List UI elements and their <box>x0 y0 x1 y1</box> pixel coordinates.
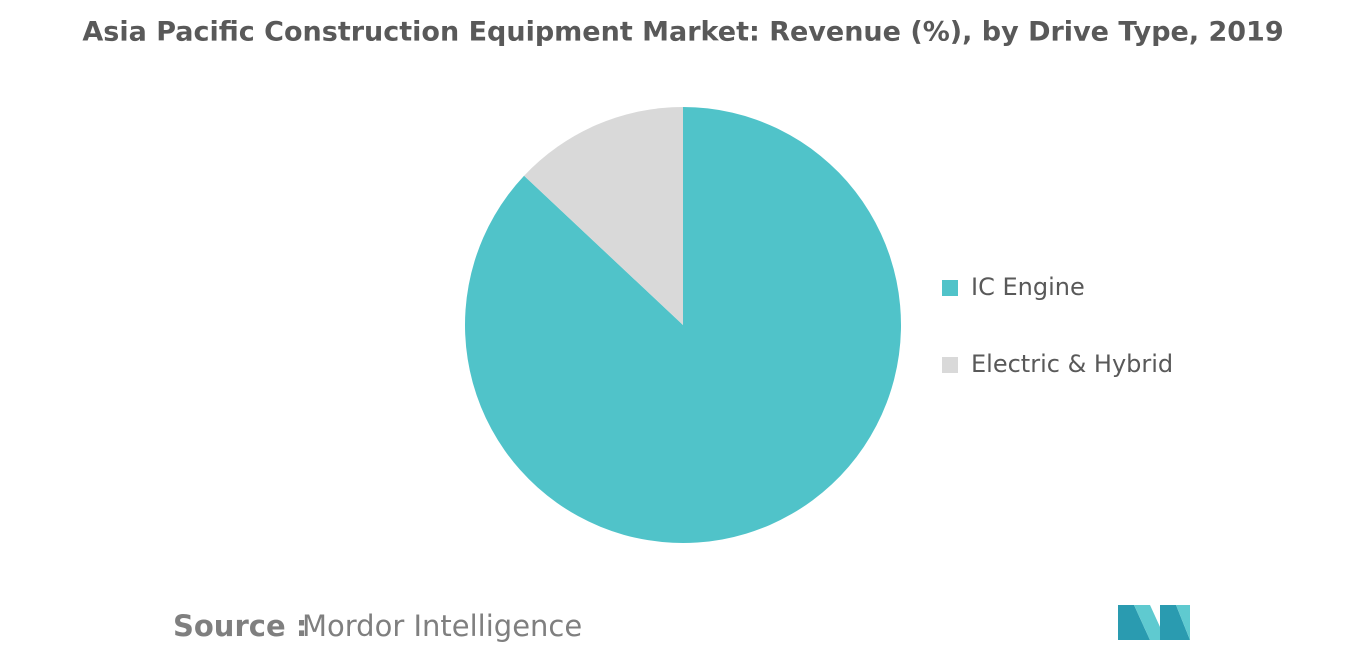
legend-swatch <box>942 357 958 373</box>
source-name: Mordor Intelligence <box>302 609 582 643</box>
logo <box>1118 605 1190 640</box>
chart-title: Asia Pacific Construction Equipment Mark… <box>82 17 1283 48</box>
legend-swatch <box>942 280 958 296</box>
legend-label: IC Engine <box>971 273 1085 301</box>
pie-slice <box>524 107 683 325</box>
source-label: Source : <box>173 609 307 643</box>
pie-slice <box>464 107 901 543</box>
legend-label: Electric & Hybrid <box>971 350 1173 378</box>
